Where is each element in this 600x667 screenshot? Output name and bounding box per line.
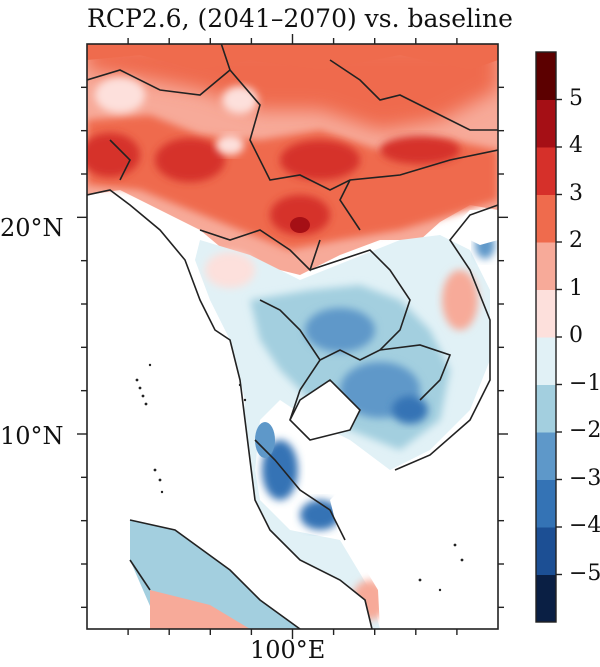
colorbar-segment <box>536 432 556 480</box>
lat-label-20n: 20°N <box>0 214 64 242</box>
colorbar-tick-label: −3 <box>569 465 600 491</box>
map-title: RCP2.6, (2041–2070) vs. baseline <box>87 4 513 33</box>
colorbar-segment <box>536 574 556 623</box>
colorbar-tick-label: 3 <box>569 180 583 206</box>
colorbar-tick-label: 4 <box>569 133 583 158</box>
colorbar-tick-label: 1 <box>569 275 583 301</box>
island-dots <box>135 363 464 592</box>
colorbar-segment <box>536 384 556 433</box>
country-borders <box>87 44 498 629</box>
sea-mask <box>87 195 498 629</box>
colorbar-tick-label: 5 <box>569 85 583 111</box>
colorbar-segment <box>536 289 556 338</box>
lon-label-100e: 100°E <box>250 636 326 664</box>
colorbar-segment <box>536 99 556 148</box>
lat-label-10n: 10°N <box>0 422 64 450</box>
colorbar <box>535 51 562 623</box>
colorbar-tick-label: 2 <box>569 228 583 253</box>
colorbar-segment <box>536 147 556 195</box>
colorbar-segment <box>536 337 556 385</box>
axis-ticks <box>77 34 508 639</box>
colorbar-segment <box>536 52 556 100</box>
colorbar-segment <box>536 194 556 243</box>
colorbar-tick-label: −1 <box>569 370 600 396</box>
colorbar-segment <box>536 242 556 290</box>
colorbar-segment <box>536 527 556 575</box>
colorbar-segment <box>536 479 556 528</box>
colorbar-tick-label: 0 <box>569 323 583 348</box>
colorbar-tick-label: −5 <box>569 560 600 586</box>
colorbar-tick-label: −4 <box>569 513 600 538</box>
colorbar-tick-label: −2 <box>569 418 600 443</box>
